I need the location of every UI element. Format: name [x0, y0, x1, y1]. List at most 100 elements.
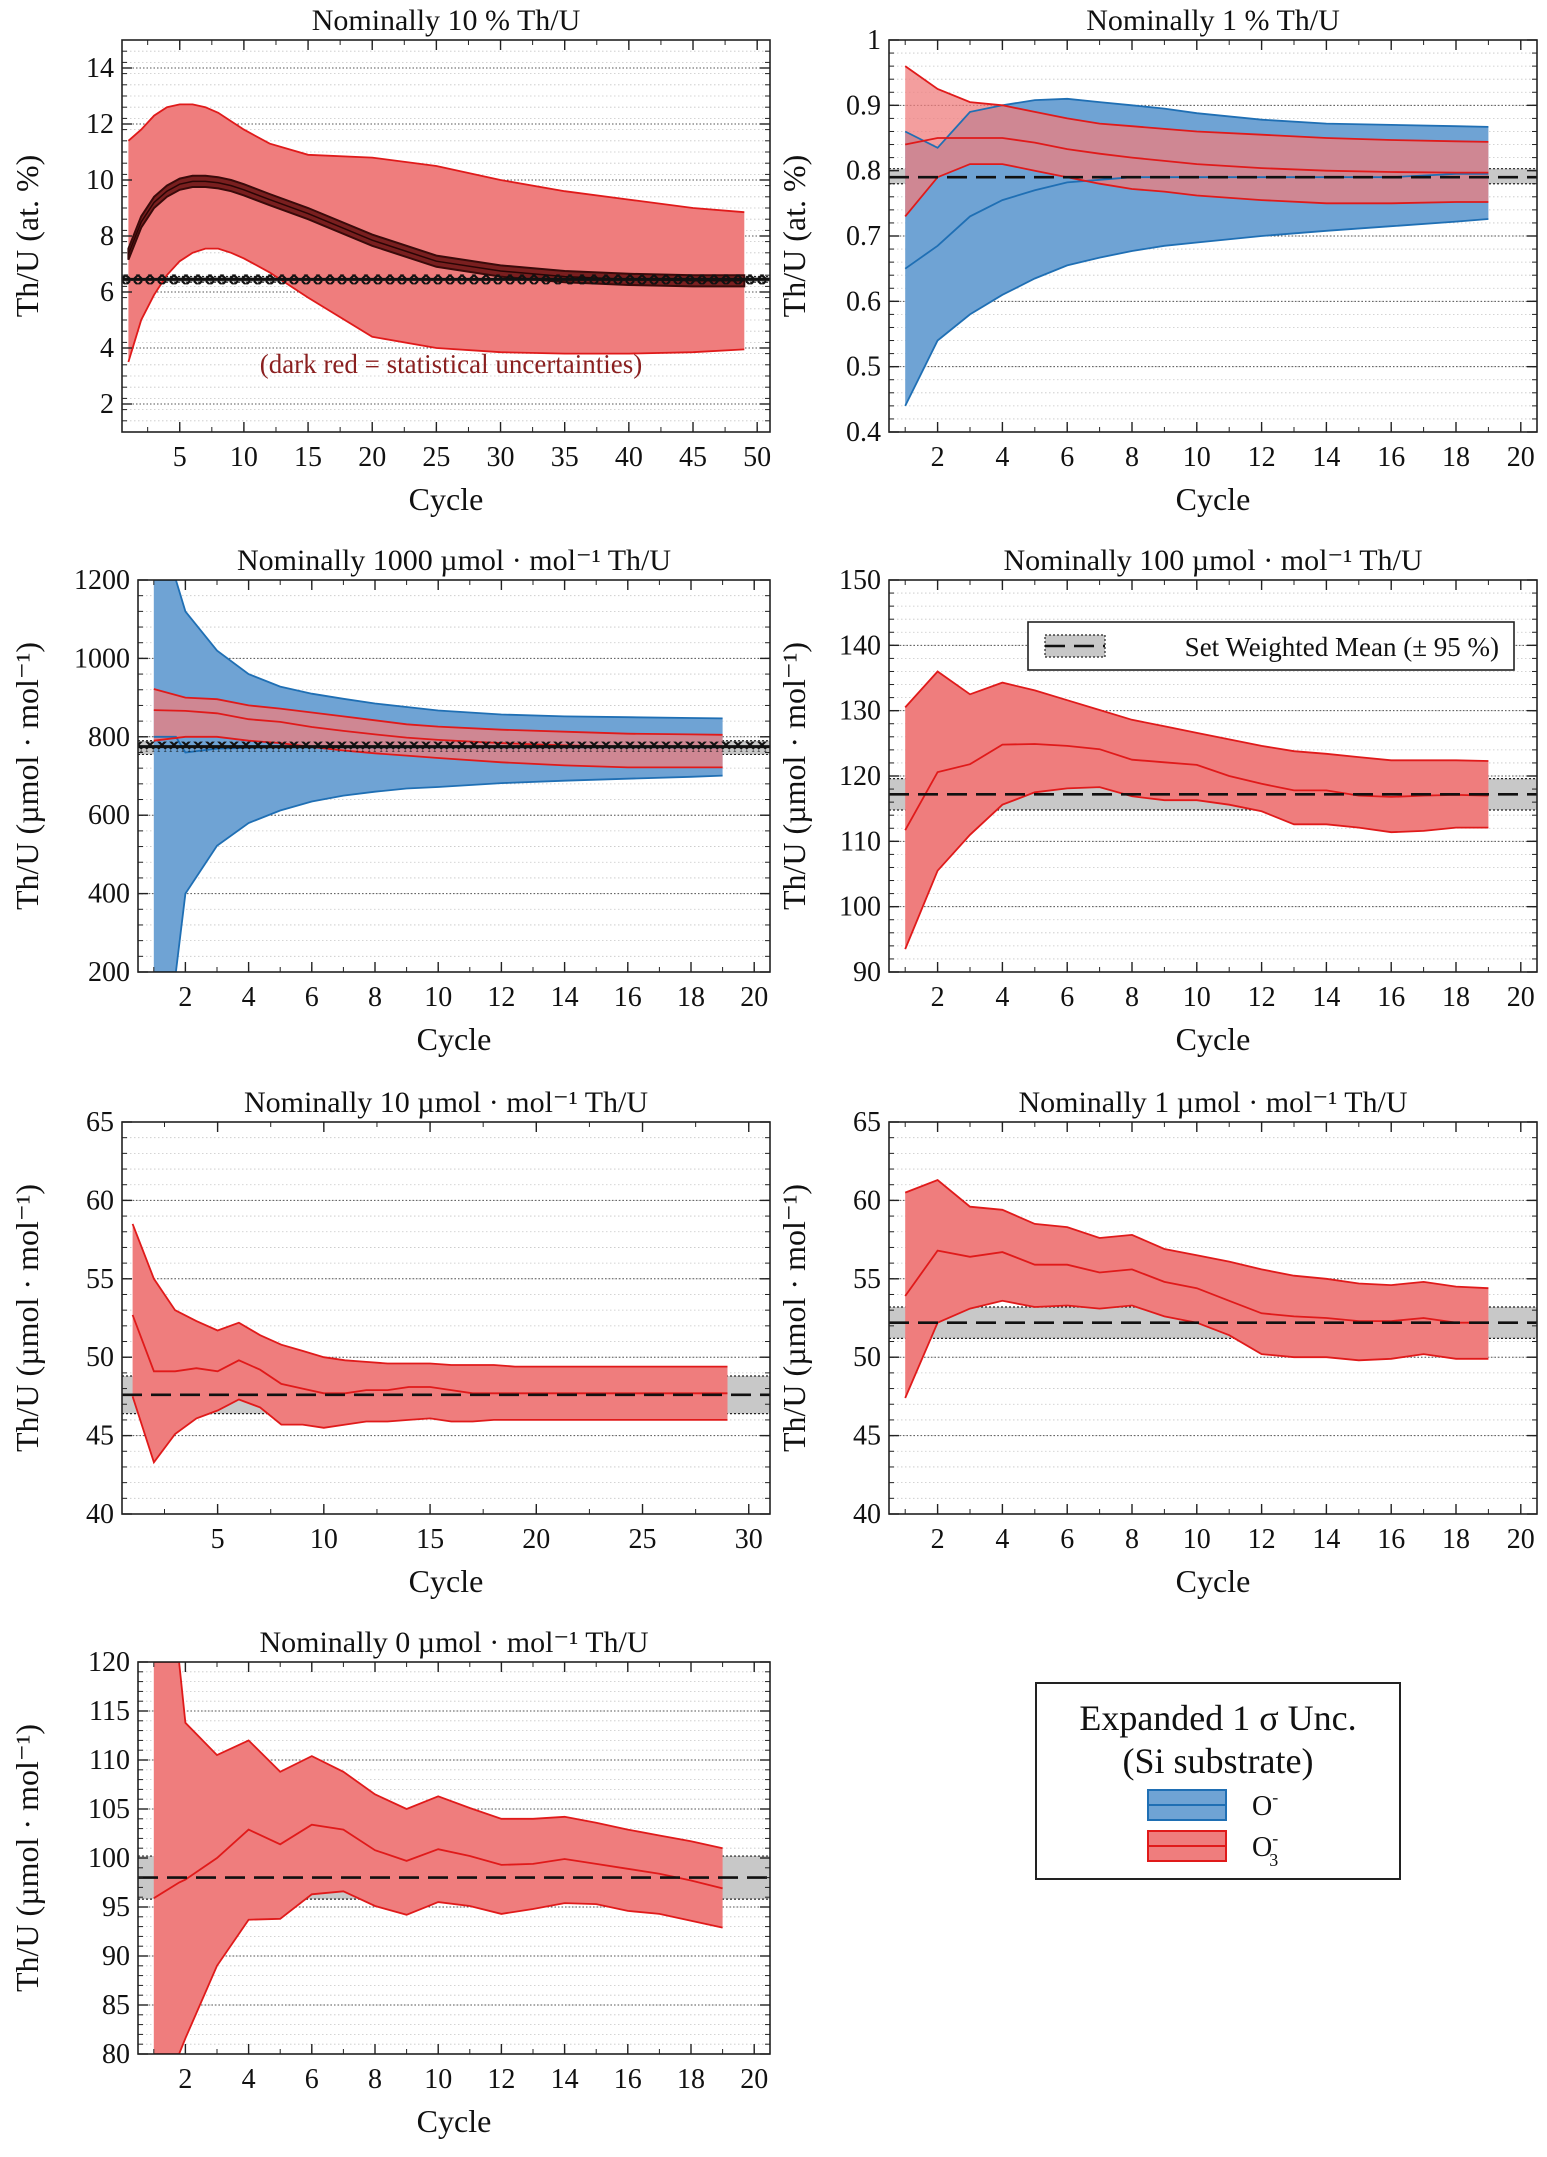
x-tick-label: 2: [931, 442, 945, 473]
band-lower-edge-red: [904, 786, 1489, 950]
x-tick-label: 20: [740, 2064, 768, 2095]
y-tick-label: 2: [100, 389, 114, 420]
y-tick-label: 65: [853, 1107, 881, 1138]
x-axis-label: Cycle: [1176, 481, 1251, 517]
band-upper-edge-blue: [153, 580, 723, 720]
plot-frame: [121, 1121, 771, 1515]
x-tick-label: 14: [1312, 982, 1340, 1013]
uncertainty-band-red: [905, 671, 1489, 950]
y-tick-label: 8: [100, 221, 114, 252]
band-lower-edge-blue: [904, 218, 1489, 407]
x-tick-label: 10: [310, 1524, 338, 1555]
chart-title: Nominally 100 µmol · mol⁻¹ Th/U: [1003, 544, 1422, 577]
chart-panel-3: 200 400 600 800 1000 1200 2 4 6 8 10 12 14 16 18 20 Nomi…: [9, 544, 771, 1057]
y-tick-label: 110: [840, 826, 881, 857]
y-tick-label: 105: [88, 1794, 130, 1825]
uncertainty-band-red: [153, 1662, 723, 2054]
x-tick-label: 20: [1507, 442, 1535, 473]
x-tick-label: 25: [629, 1524, 657, 1555]
y-tick-label: 115: [89, 1696, 130, 1727]
legend-entry-o-minus: O-: [1147, 1787, 1278, 1822]
y-tick-label: 65: [86, 1107, 114, 1138]
weighted-mean-legend-frame: [1027, 621, 1515, 671]
y-tick-label: 150: [839, 565, 881, 596]
series-legend-title-line2: (Si substrate): [1123, 1741, 1314, 1781]
plot-area: [122, 40, 770, 432]
x-tick-label: 6: [305, 982, 319, 1013]
x-tick-label: 30: [735, 1524, 763, 1555]
y-axis-label: Th/U (µmol · mol⁻¹): [776, 642, 812, 910]
band-lower-edge-red: [153, 1890, 723, 2054]
chart-panel-7: 80 85 90 95 100 105 110 115 120 2 4 6 8 10 12 14 16 18 20 N…: [9, 1626, 771, 2139]
y-tick-label: 10: [86, 165, 114, 196]
x-tick-label: 18: [1442, 442, 1470, 473]
series-legend: Expanded 1 σ Unc. (Si substrate) O- O-3: [1035, 1682, 1401, 1880]
x-tick-label: 10: [1183, 1524, 1211, 1555]
x-tick-label: 20: [1507, 1524, 1535, 1555]
x-tick-label: 4: [242, 982, 256, 1013]
y-tick-label: 0.9: [846, 90, 881, 121]
x-tick-label: 10: [424, 982, 452, 1013]
band-lower-edge-red: [131, 1396, 728, 1465]
legend-label-o3-minus: O-3: [1252, 1828, 1278, 1870]
plot-frame: [137, 579, 771, 973]
chart-panel-2: 0.40.50.60.70.80.912 4 6 8 10 12 14 16 18 20Nomin…: [776, 4, 1538, 517]
x-tick-label: 16: [1377, 1524, 1405, 1555]
y-tick-label: 12: [86, 109, 114, 140]
series-line-red: [131, 1314, 728, 1395]
y-tick-label: 0.4: [846, 417, 881, 448]
plot-area: [122, 1122, 770, 1514]
y-tick-label: 0.5: [846, 352, 881, 383]
x-axis-label: Cycle: [1176, 1563, 1251, 1599]
y-tick-label: 4: [100, 333, 114, 364]
x-tick-label: 8: [1125, 442, 1139, 473]
chart-title: Nominally 0 µmol · mol⁻¹ Th/U: [259, 1626, 648, 1659]
y-tick-label: 95: [102, 1892, 130, 1923]
y-tick-label: 55: [853, 1264, 881, 1295]
y-tick-label: 6: [100, 277, 114, 308]
band-upper-edge-red: [153, 688, 723, 736]
x-tick-label: 12: [487, 2064, 515, 2095]
uncertainty-band-blue: [153, 580, 723, 972]
x-tick-label: 15: [294, 442, 322, 473]
y-tick-label: 85: [102, 1990, 130, 2021]
y-tick-label: 45: [853, 1421, 881, 1452]
chart-title: Nominally 1 % Th/U: [1086, 4, 1340, 37]
band-lower-edge-red: [153, 735, 723, 769]
y-tick-label: 1000: [74, 643, 130, 674]
y-axis-label: Th/U (µmol · mol⁻¹): [776, 1184, 812, 1452]
x-tick-label: 4: [242, 2064, 256, 2095]
x-tick-label: 8: [1125, 982, 1139, 1013]
plot-area: [138, 1662, 770, 2054]
plot-area: [889, 40, 1537, 432]
x-tick-label: 16: [614, 982, 642, 1013]
x-tick-label: 20: [522, 1524, 550, 1555]
x-tick-label: 2: [178, 2064, 192, 2095]
series-line-red: [905, 137, 1489, 174]
x-tick-label: 25: [422, 442, 450, 473]
x-tick-label: 16: [1377, 982, 1405, 1013]
band-lower-edge-red: [904, 163, 1489, 217]
chart-title: Nominally 1000 µmol · mol⁻¹ Th/U: [237, 544, 671, 577]
y-tick-label: 110: [89, 1745, 130, 1776]
y-tick-label: 50: [853, 1342, 881, 1373]
plot-area: [889, 580, 1537, 972]
plot-frame: [888, 1121, 1538, 1515]
x-tick-label: 20: [358, 442, 386, 473]
x-tick-label: 8: [1125, 1524, 1139, 1555]
y-tick-label: 600: [88, 800, 130, 831]
x-tick-label: 15: [416, 1524, 444, 1555]
y-tick-label: 14: [86, 53, 114, 84]
y-axis-label: Th/U (at. %): [776, 155, 812, 318]
series-line-red: [904, 1249, 1489, 1324]
x-tick-label: 14: [1312, 442, 1340, 473]
y-axis-label: Th/U (µmol · mol⁻¹): [9, 1724, 45, 1992]
y-tick-label: 120: [839, 761, 881, 792]
chart-annotation: (dark red = statistical uncertainties): [260, 349, 643, 379]
x-tick-label: 4: [995, 1524, 1009, 1555]
x-axis-label: Cycle: [417, 2103, 492, 2139]
y-tick-label: 90: [853, 957, 881, 988]
y-tick-label: 55: [86, 1264, 114, 1295]
x-tick-label: 8: [368, 2064, 382, 2095]
y-tick-label: 60: [86, 1185, 114, 1216]
